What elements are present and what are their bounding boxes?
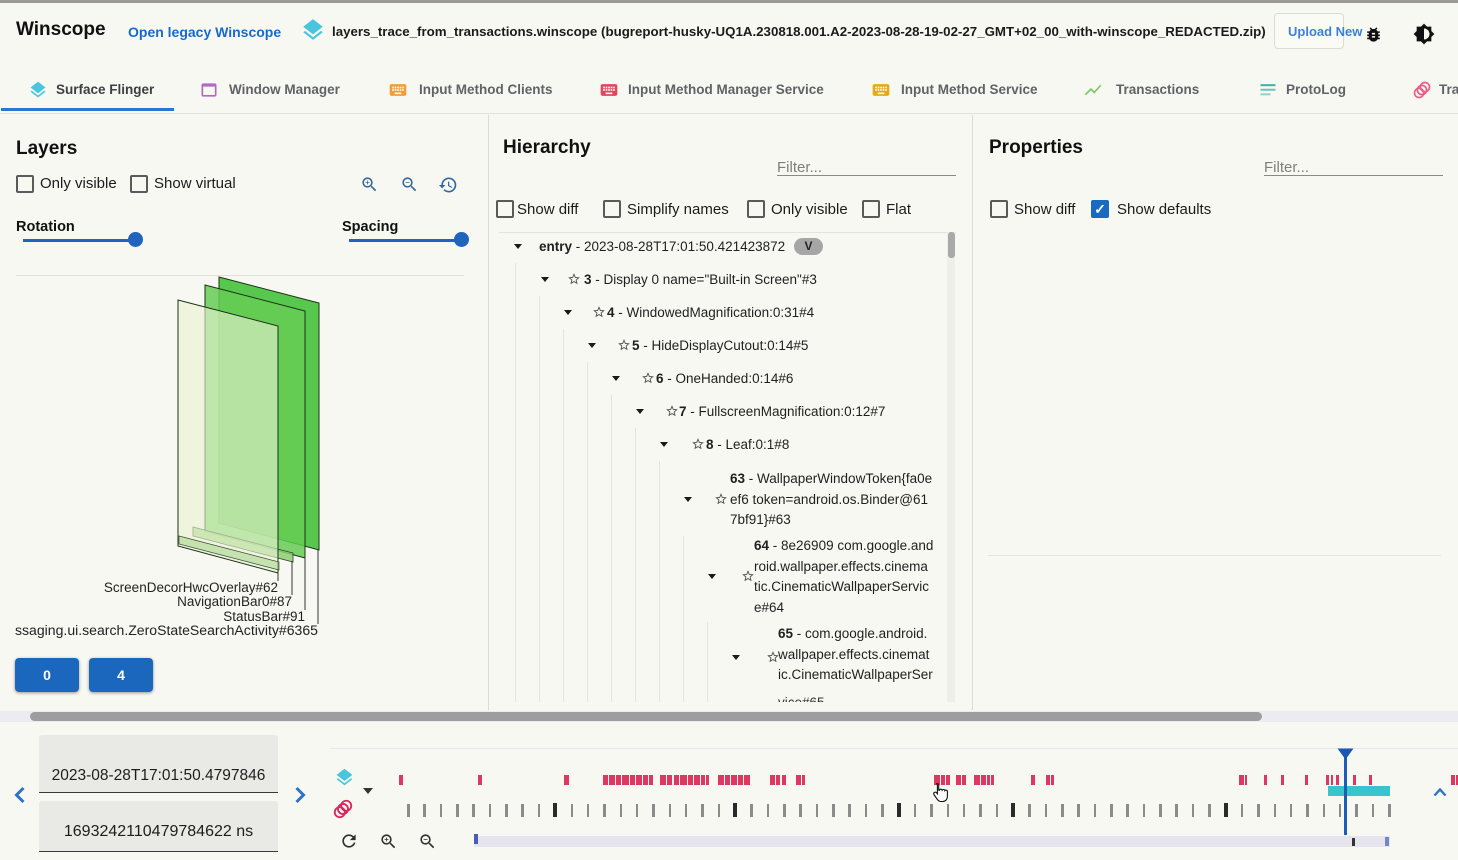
svg-text:ssaging.ui.search.ZeroStateSea: ssaging.ui.search.ZeroStateSearchActivit… <box>15 623 318 638</box>
svg-text:StatusBar#91: StatusBar#91 <box>223 609 305 624</box>
svg-text:ScreenDecorHwcOverlay#62: ScreenDecorHwcOverlay#62 <box>104 580 278 595</box>
svg-text:NavigationBar0#87: NavigationBar0#87 <box>177 594 292 609</box>
